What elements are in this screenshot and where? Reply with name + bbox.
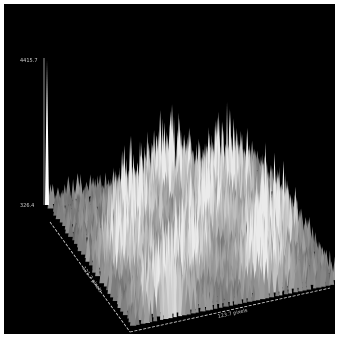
- spike: [206, 240, 212, 282]
- spike: [293, 269, 298, 293]
- spike: [213, 282, 218, 309]
- spike: [95, 254, 101, 277]
- spike: [208, 282, 214, 310]
- spike: [283, 273, 289, 295]
- spike: [236, 282, 243, 304]
- surface: [45, 60, 335, 326]
- spike: [279, 211, 283, 280]
- spike: [143, 294, 151, 323]
- spike: [67, 218, 74, 237]
- spike: [178, 270, 183, 317]
- spike: [59, 201, 65, 223]
- spike: [56, 191, 61, 212]
- spike: [173, 262, 177, 318]
- spike: [269, 269, 275, 298]
- spike: [167, 267, 173, 319]
- spike: [200, 288, 206, 312]
- spike: [254, 276, 261, 301]
- spike: [88, 247, 93, 266]
- spike: [329, 264, 335, 285]
- spike: [62, 209, 67, 227]
- surface-plot: 4415.7 326.4 121.7 pixels 123.7 pixels: [4, 4, 335, 334]
- z-min-label: 326.4: [20, 203, 34, 209]
- spike: [181, 277, 187, 316]
- spike: [218, 283, 223, 308]
- spike: [242, 277, 247, 303]
- spike: [306, 263, 312, 290]
- spike: [45, 60, 49, 205]
- spike: [103, 260, 109, 287]
- spike: [80, 228, 87, 255]
- y-axis: [49, 221, 131, 333]
- spike: [85, 231, 91, 262]
- spike: [103, 223, 108, 271]
- spike: [233, 281, 238, 305]
- x-axis: [129, 287, 331, 333]
- spike: [55, 202, 62, 220]
- spike: [163, 275, 169, 320]
- spike: [306, 245, 311, 266]
- spike: [264, 268, 270, 299]
- spike: [298, 269, 303, 292]
- spike: [160, 276, 164, 320]
- spike: [301, 269, 307, 291]
- spike: [148, 260, 154, 314]
- spike: [148, 299, 153, 323]
- spike: [195, 287, 199, 313]
- spike: [175, 261, 180, 313]
- spike: [203, 251, 209, 287]
- spike: [271, 248, 278, 293]
- spike: [120, 274, 125, 296]
- spike: [205, 282, 211, 311]
- spike: [84, 202, 89, 230]
- spike: [284, 241, 289, 287]
- spike: [319, 261, 326, 287]
- spike: [312, 270, 317, 289]
- spike: [85, 214, 91, 238]
- spike: [134, 309, 140, 325]
- spike: [309, 258, 316, 285]
- spike: [324, 267, 331, 286]
- spike: [120, 289, 126, 312]
- spike: [279, 264, 283, 296]
- spike: [184, 284, 191, 315]
- spike: [275, 273, 280, 297]
- spike: [155, 280, 161, 317]
- spike: [203, 229, 209, 279]
- spike: [282, 257, 286, 291]
- z-max-label: 4415.7: [20, 58, 38, 64]
- spike: [122, 291, 128, 316]
- spike: [302, 254, 307, 283]
- spike: [247, 285, 253, 302]
- spike: [191, 287, 196, 314]
- spike: [47, 184, 54, 209]
- spike: [231, 133, 237, 204]
- spike: [99, 261, 106, 284]
- spike: [315, 266, 322, 288]
- spike: [223, 285, 229, 307]
- spike: [112, 282, 119, 301]
- spike: [129, 301, 137, 326]
- spike: [259, 264, 266, 300]
- spike: [288, 266, 293, 294]
- spike: [229, 279, 233, 306]
- spike: [73, 222, 79, 244]
- spike: [141, 260, 148, 312]
- spike: [153, 295, 158, 322]
